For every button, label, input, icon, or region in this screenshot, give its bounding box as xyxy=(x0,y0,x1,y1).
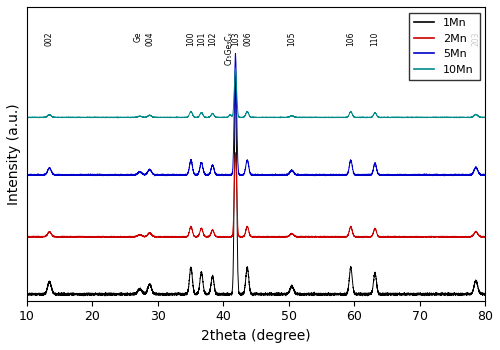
1Mn xyxy=(232,70,238,75)
Line: 2Mn: 2Mn xyxy=(26,153,485,237)
1Mn xyxy=(114,293,119,297)
2Mn xyxy=(482,235,488,239)
2Mn xyxy=(458,235,464,239)
Text: 110: 110 xyxy=(370,31,380,46)
Text: Cr₅Ge₃Cₓ: Cr₅Ge₃Cₓ xyxy=(225,31,234,65)
1Mn xyxy=(51,292,57,296)
2Mn xyxy=(272,235,278,239)
10Mn xyxy=(248,115,254,119)
X-axis label: 2theta (degree): 2theta (degree) xyxy=(201,329,310,343)
2Mn xyxy=(26,235,32,239)
1Mn xyxy=(42,291,48,295)
Text: 105: 105 xyxy=(288,31,296,46)
Text: 004: 004 xyxy=(146,31,155,46)
5Mn xyxy=(42,172,48,176)
Text: 100: 100 xyxy=(186,31,196,46)
Text: 002: 002 xyxy=(45,31,54,46)
5Mn xyxy=(232,51,238,56)
10Mn xyxy=(26,116,32,120)
1Mn xyxy=(248,291,254,295)
Text: Ge: Ge xyxy=(134,31,142,42)
5Mn xyxy=(24,173,30,177)
1Mn xyxy=(458,293,464,297)
2Mn xyxy=(51,234,57,239)
10Mn xyxy=(51,115,57,119)
1Mn xyxy=(482,292,488,296)
5Mn xyxy=(248,172,254,176)
Text: 006: 006 xyxy=(244,31,252,46)
2Mn xyxy=(114,234,119,239)
Text: 101: 101 xyxy=(198,31,206,46)
5Mn xyxy=(442,174,448,178)
1Mn xyxy=(26,293,32,297)
Y-axis label: Intensity (a.u.): Intensity (a.u.) xyxy=(7,103,21,205)
5Mn xyxy=(482,173,488,177)
10Mn xyxy=(232,66,238,71)
Legend: 1Mn, 2Mn, 5Mn, 10Mn: 1Mn, 2Mn, 5Mn, 10Mn xyxy=(409,13,480,80)
2Mn xyxy=(42,234,48,238)
2Mn xyxy=(248,234,254,238)
Text: 103: 103 xyxy=(232,31,240,46)
10Mn xyxy=(482,116,488,120)
10Mn xyxy=(24,116,30,120)
10Mn xyxy=(42,115,48,119)
Text: 203: 203 xyxy=(472,31,480,46)
Text: 102: 102 xyxy=(208,31,218,46)
2Mn xyxy=(24,234,30,239)
5Mn xyxy=(458,173,464,177)
10Mn xyxy=(114,116,119,120)
10Mn xyxy=(400,116,406,120)
1Mn xyxy=(24,291,30,295)
2Mn xyxy=(232,150,238,155)
Line: 5Mn: 5Mn xyxy=(26,54,485,176)
Line: 10Mn: 10Mn xyxy=(26,69,485,118)
1Mn xyxy=(102,294,108,298)
Line: 1Mn: 1Mn xyxy=(26,72,485,296)
10Mn xyxy=(458,115,464,119)
5Mn xyxy=(114,173,119,177)
5Mn xyxy=(51,172,57,176)
5Mn xyxy=(26,173,32,177)
Text: 106: 106 xyxy=(346,31,356,46)
